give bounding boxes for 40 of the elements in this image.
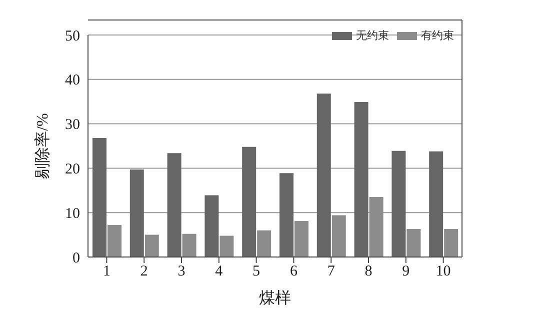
legend-label: 无约束 [355, 29, 389, 43]
y-tick-label: 0 [72, 250, 80, 266]
bar [406, 229, 421, 257]
x-tick-label: 5 [252, 264, 260, 280]
x-axis-title: 煤样 [259, 289, 291, 307]
bar [316, 94, 331, 257]
bar [354, 102, 368, 257]
bar [182, 234, 196, 257]
x-tick-label: 10 [436, 264, 451, 280]
bar [294, 221, 308, 257]
bar [429, 151, 444, 257]
bar [444, 229, 458, 257]
x-tick-label: 1 [102, 264, 110, 280]
x-tick-label: 4 [215, 264, 224, 280]
bar [257, 230, 272, 257]
y-tick-label: 30 [65, 117, 80, 134]
bar [92, 138, 106, 257]
x-tick-label: 8 [364, 264, 372, 280]
x-tick-label: 3 [178, 264, 186, 280]
bar [279, 173, 294, 257]
x-tick-label: 7 [327, 264, 336, 280]
y-tick-label: 10 [65, 206, 80, 222]
bar [167, 153, 182, 257]
bar [392, 150, 406, 257]
bar [107, 225, 122, 257]
bar [332, 215, 346, 257]
bar [204, 195, 219, 257]
y-tick-label: 20 [65, 162, 80, 178]
bar [369, 197, 384, 257]
y-tick-label: 40 [65, 72, 80, 89]
bar [242, 146, 256, 257]
legend-label: 有约束 [420, 29, 454, 43]
x-tick-label: 6 [290, 264, 298, 280]
x-tick-label: 2 [140, 264, 148, 280]
bar [220, 236, 234, 257]
y-axis-title: 剔除率/% [34, 113, 52, 179]
y-tick-label: 50 [65, 28, 80, 44]
x-tick-label: 9 [402, 264, 410, 280]
bar [144, 234, 159, 257]
bar [130, 170, 144, 257]
